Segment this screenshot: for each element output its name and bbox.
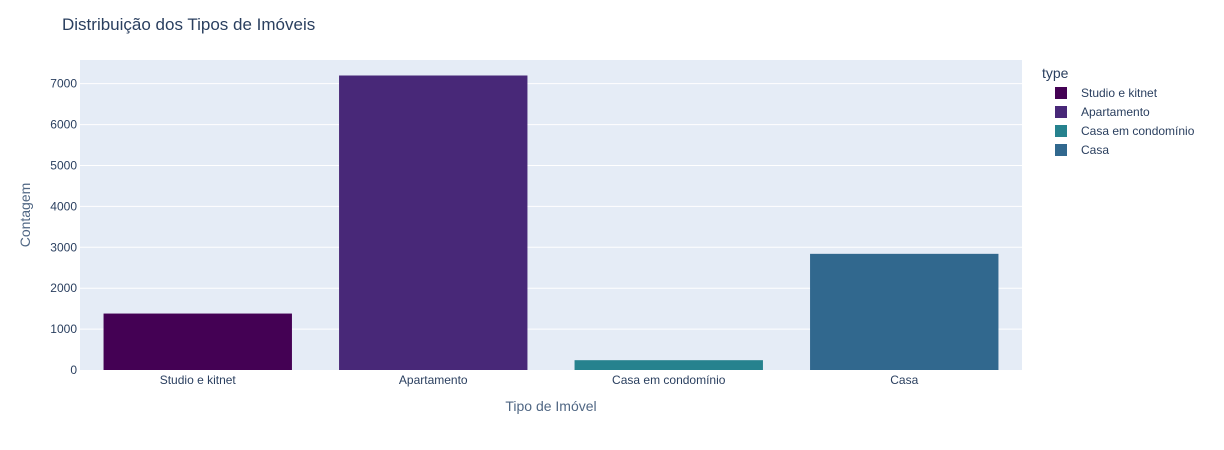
y-tick-label: 3000 bbox=[50, 240, 77, 254]
y-tick-label: 0 bbox=[70, 363, 77, 377]
y-tick-label: 4000 bbox=[50, 199, 77, 213]
y-tick-label: 1000 bbox=[50, 322, 77, 336]
y-tick-label: 2000 bbox=[50, 281, 77, 295]
legend: type Studio e kitnet Apartamento Casa em c… bbox=[1042, 65, 1195, 157]
legend-label: Apartamento bbox=[1081, 105, 1150, 119]
y-tick-label: 6000 bbox=[50, 118, 77, 132]
y-tick-label: 7000 bbox=[50, 77, 77, 91]
legend-item[interactable]: Casa em condomínio bbox=[1055, 124, 1195, 138]
bars bbox=[103, 75, 999, 370]
bar[interactable] bbox=[574, 360, 763, 370]
x-axis-label: Tipo de Imóvel bbox=[505, 398, 596, 414]
chart-title: Distribuição dos Tipos de Imóveis bbox=[62, 15, 315, 34]
legend-swatch bbox=[1055, 87, 1067, 99]
bar[interactable] bbox=[103, 313, 292, 370]
bar[interactable] bbox=[810, 253, 999, 370]
x-tick-label: Studio e kitnet bbox=[160, 373, 237, 387]
legend-swatch bbox=[1055, 106, 1067, 118]
legend-swatch bbox=[1055, 144, 1067, 156]
x-tick-label: Casa bbox=[890, 373, 918, 387]
legend-swatch bbox=[1055, 125, 1067, 137]
y-axis-ticks: 0 1000 2000 3000 4000 5000 6000 7000 bbox=[50, 77, 77, 377]
x-tick-label: Apartamento bbox=[399, 373, 468, 387]
legend-label: Studio e kitnet bbox=[1081, 86, 1158, 100]
legend-label: Casa bbox=[1081, 143, 1109, 157]
bar[interactable] bbox=[339, 75, 528, 370]
legend-label: Casa em condomínio bbox=[1081, 124, 1195, 138]
x-axis-ticks: Studio e kitnet Apartamento Casa em condom… bbox=[160, 373, 919, 387]
legend-item[interactable]: Apartamento bbox=[1055, 105, 1150, 119]
y-axis-label: Contagem bbox=[17, 183, 33, 248]
legend-item[interactable]: Casa bbox=[1055, 143, 1109, 157]
x-tick-label: Casa em condomínio bbox=[612, 373, 726, 387]
legend-title: type bbox=[1042, 65, 1069, 81]
legend-item[interactable]: Studio e kitnet bbox=[1055, 86, 1158, 100]
y-tick-label: 5000 bbox=[50, 158, 77, 172]
